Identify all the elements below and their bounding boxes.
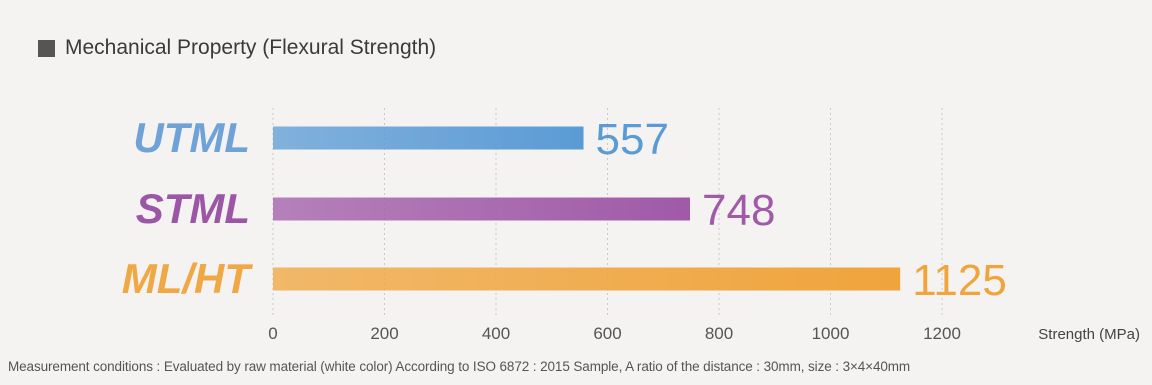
x-axis-label: Strength (MPa) xyxy=(1038,326,1140,343)
bar xyxy=(273,126,584,150)
x-tick-label: 600 xyxy=(593,324,621,343)
chart-title: Mechanical Property (Flexural Strength) xyxy=(65,36,437,59)
value-label: 748 xyxy=(702,186,775,235)
category-label: ML/HT xyxy=(122,255,254,302)
x-tick-label: 1000 xyxy=(812,324,850,343)
x-tick-label: 1200 xyxy=(923,324,961,343)
value-label: 557 xyxy=(596,115,669,164)
x-tick-label: 0 xyxy=(268,324,277,343)
value-label: 1125 xyxy=(912,256,1007,305)
title-square-icon xyxy=(38,39,55,57)
bar xyxy=(273,197,691,221)
x-tick-label: 800 xyxy=(705,324,733,343)
bar-chart: 0 200 400 600 800 1000 1200 Strength (MPa) UTML 5… xyxy=(122,108,1140,343)
bar xyxy=(273,267,901,291)
measurement-footnote: Measurement conditions : Evaluated by ra… xyxy=(8,359,911,374)
category-label: STML xyxy=(136,185,250,232)
category-label: UTML xyxy=(133,114,250,161)
x-tick-label: 200 xyxy=(370,324,398,343)
x-tick-label: 400 xyxy=(482,324,510,343)
chart-title-block: Mechanical Property (Flexural Strength) xyxy=(38,36,436,60)
